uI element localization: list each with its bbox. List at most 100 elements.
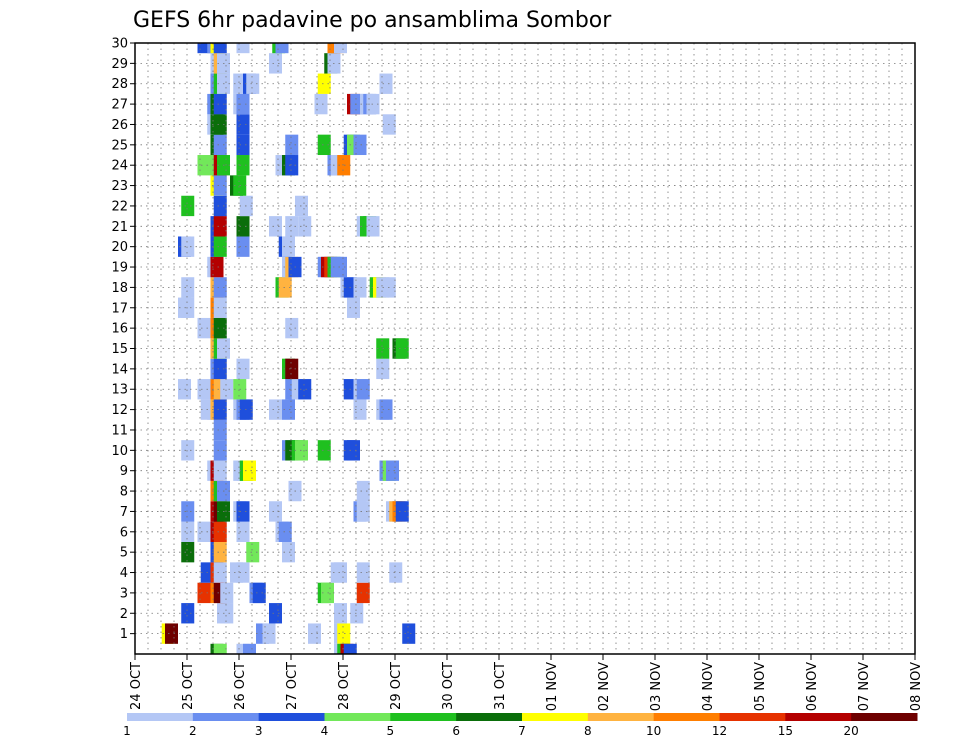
y-tick-label: 6 <box>120 525 128 540</box>
data-cell <box>282 541 295 563</box>
data-cell <box>197 317 211 339</box>
x-axis-ticks: 24 OCT 25 OCT 26 OCT 27 OCT 28 OCT 29 OCT 30 O… <box>129 654 924 711</box>
y-tick-label: 15 <box>111 342 128 357</box>
data-cell <box>285 134 299 156</box>
data-cell <box>308 623 321 644</box>
data-cell <box>337 623 351 644</box>
data-cell <box>213 43 227 54</box>
y-tick-label: 24 <box>111 159 128 174</box>
data-cell <box>343 643 357 654</box>
data-cell <box>220 603 234 624</box>
data-cell <box>213 358 227 380</box>
data-cell <box>213 93 227 115</box>
data-cell <box>356 501 370 522</box>
data-cell <box>181 277 195 298</box>
data-cell <box>317 73 331 94</box>
y-tick-label: 30 <box>111 37 128 52</box>
data-cell <box>210 256 224 278</box>
legend-level-label: 4 <box>321 724 329 738</box>
y-tick-label: 26 <box>111 118 128 133</box>
data-cell <box>314 93 328 115</box>
data-cell <box>197 155 211 176</box>
legend-swatch <box>127 713 194 721</box>
data-cell <box>337 155 351 176</box>
y-tick-label: 13 <box>111 383 128 398</box>
data-cell <box>197 582 211 604</box>
legend-swatch <box>258 713 325 721</box>
y-tick-label: 2 <box>120 607 128 622</box>
x-tick-label: 30 OCT <box>441 662 456 710</box>
data-cell <box>213 195 227 217</box>
data-cell <box>213 399 227 420</box>
legend-level-label: 7 <box>518 724 526 738</box>
y-tick-label: 21 <box>111 220 128 235</box>
y-tick-label: 7 <box>120 505 128 520</box>
y-axis-ticks: 1234567891011121314151617181920212223242… <box>111 37 135 642</box>
data-cell <box>356 562 370 583</box>
data-cell <box>379 399 393 420</box>
y-tick-label: 9 <box>120 464 128 479</box>
data-cell <box>334 562 347 583</box>
data-cell <box>285 317 299 339</box>
legend-swatch <box>522 713 589 721</box>
data-cell <box>278 521 292 542</box>
data-cell <box>353 399 367 420</box>
data-cell <box>395 338 409 359</box>
data-cell <box>356 480 370 502</box>
y-tick-label: 27 <box>111 98 128 113</box>
legend-swatch <box>719 713 786 721</box>
data-cell <box>269 216 282 237</box>
data-cell <box>298 379 312 400</box>
data-cell <box>282 399 295 420</box>
y-tick-label: 28 <box>111 77 128 92</box>
data-cell <box>236 521 250 542</box>
data-cell <box>269 501 282 522</box>
y-tick-label: 16 <box>111 322 128 337</box>
data-cell <box>213 521 227 542</box>
x-tick-label: 29 OCT <box>389 662 404 710</box>
legend-level-label: 1 <box>123 724 131 738</box>
data-cell <box>213 216 227 237</box>
y-tick-label: 5 <box>120 546 128 561</box>
data-cell <box>197 521 211 542</box>
data-cell <box>197 379 211 400</box>
data-cell <box>269 399 282 420</box>
data-cell <box>181 521 195 542</box>
data-cell <box>213 643 227 654</box>
legend-level-label: 20 <box>844 724 859 738</box>
data-cell <box>389 562 403 583</box>
data-cell <box>181 297 195 318</box>
x-tick-label: 28 OCT <box>337 662 352 710</box>
y-tick-label: 22 <box>111 199 128 214</box>
data-cell <box>213 134 227 156</box>
data-cell <box>213 297 227 318</box>
data-cell <box>402 623 416 644</box>
x-tick-label: 24 OCT <box>129 662 144 710</box>
y-tick-label: 12 <box>111 403 128 418</box>
data-cell <box>285 155 299 176</box>
y-tick-label: 29 <box>111 57 128 72</box>
data-cell <box>395 501 409 522</box>
data-cell <box>213 440 227 461</box>
data-cell <box>236 501 250 522</box>
data-cell <box>285 358 299 380</box>
data-cell <box>269 53 282 74</box>
data-cell <box>317 440 331 461</box>
data-cell <box>317 134 331 156</box>
data-cell <box>246 73 260 94</box>
data-cell <box>334 256 347 278</box>
y-tick-label: 4 <box>120 566 128 581</box>
data-cell <box>298 216 312 237</box>
legend-swatch <box>324 713 391 721</box>
data-cell <box>213 317 227 339</box>
legend-swatch <box>390 713 457 721</box>
data-cell <box>356 582 370 604</box>
data-cell <box>213 277 227 298</box>
y-tick-label: 1 <box>120 627 128 642</box>
data-cell <box>181 501 195 522</box>
chart-title: GEFS 6hr padavine po ansamblima Sombor <box>133 8 612 33</box>
data-cell <box>269 603 282 624</box>
y-tick-label: 17 <box>111 301 128 316</box>
data-cell <box>386 460 399 481</box>
